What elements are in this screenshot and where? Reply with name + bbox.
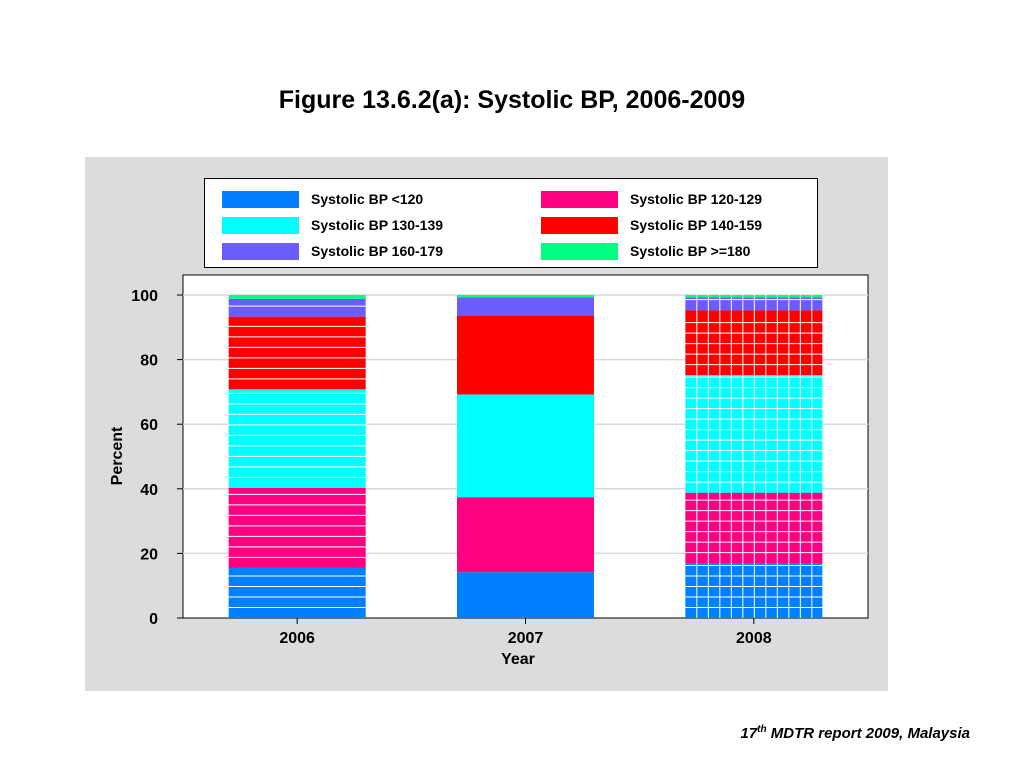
bar-segment <box>228 298 366 317</box>
legend-label: Systolic BP 160-179 <box>311 243 444 259</box>
legend-swatch <box>541 191 618 208</box>
legend-swatch <box>222 217 299 234</box>
x-tick-label: 2006 <box>279 630 315 647</box>
bar-segment <box>457 394 594 498</box>
legend-swatch <box>541 217 618 234</box>
legend-label: Systolic BP 140-159 <box>630 217 763 233</box>
y-tick-label: 0 <box>149 611 158 628</box>
bar-segment <box>457 297 594 316</box>
x-axis-title: Year <box>501 651 535 668</box>
bar-segment <box>228 295 366 299</box>
footer-ordinal: 17 <box>740 725 758 742</box>
bar-segment <box>457 295 594 298</box>
legend-swatch <box>222 191 299 208</box>
legend-label: Systolic BP >=180 <box>630 243 751 259</box>
y-axis-title: Percent <box>109 426 126 486</box>
footer-ordinal-suffix: th <box>757 724 767 735</box>
bar-segment <box>228 389 366 488</box>
y-tick-label: 80 <box>140 353 158 370</box>
footer-source-note: 17th MDTR report 2009, Malaysia <box>740 724 970 742</box>
chart-legend: Systolic BP <120 Systolic BP 120-129 Sys… <box>204 178 818 268</box>
x-tick-label: 2008 <box>736 630 772 647</box>
bar-segment <box>457 572 594 618</box>
bar-segment <box>228 567 366 618</box>
y-tick-label: 60 <box>140 417 158 434</box>
bar-segment <box>228 316 366 390</box>
bar-segment <box>457 497 594 573</box>
x-tick-label: 2007 <box>508 630 544 647</box>
legend-label: Systolic BP 120-129 <box>630 191 763 207</box>
bar-segment <box>457 315 594 395</box>
footer-text: MDTR report 2009, Malaysia <box>766 725 970 742</box>
legend-swatch <box>222 243 299 260</box>
legend-swatch <box>541 243 618 260</box>
page-title: Figure 13.6.2(a): Systolic BP, 2006-2009 <box>278 86 746 114</box>
bar-segment <box>228 487 366 568</box>
y-tick-label: 20 <box>140 546 158 563</box>
y-tick-label: 100 <box>131 288 158 305</box>
y-tick-label: 40 <box>140 482 158 499</box>
legend-label: Systolic BP 130-139 <box>311 217 444 233</box>
legend-label: Systolic BP <120 <box>311 191 424 207</box>
